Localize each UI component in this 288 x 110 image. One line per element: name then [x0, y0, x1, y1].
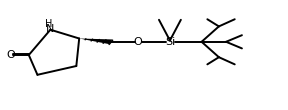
Text: H: H	[45, 19, 53, 29]
Text: Si: Si	[165, 37, 175, 47]
Text: O: O	[134, 37, 143, 47]
Text: O: O	[6, 50, 15, 60]
Text: N: N	[46, 24, 55, 34]
Polygon shape	[79, 38, 113, 44]
